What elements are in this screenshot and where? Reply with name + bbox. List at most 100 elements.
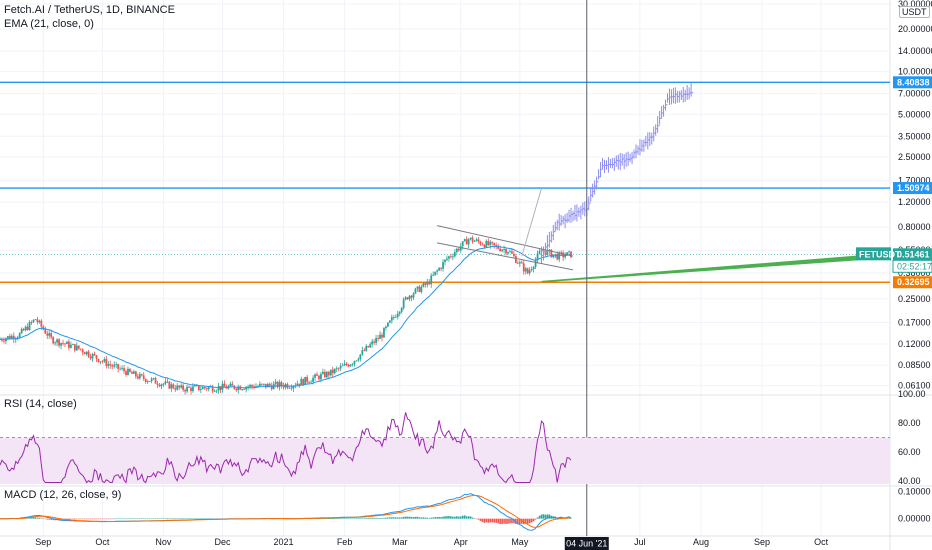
candle-body bbox=[304, 376, 307, 385]
candle-body bbox=[373, 341, 376, 343]
candle-body bbox=[89, 356, 92, 359]
candle-body bbox=[64, 343, 66, 345]
candle-body bbox=[388, 320, 391, 323]
candle-body bbox=[396, 313, 399, 318]
candle-body bbox=[197, 385, 200, 391]
candle-body bbox=[211, 386, 214, 392]
price-tick-label: 10.00000 bbox=[898, 67, 932, 77]
candle-body bbox=[379, 334, 381, 339]
macd-histogram-bar bbox=[107, 518, 110, 520]
candle-body bbox=[103, 359, 106, 362]
macd-legend[interactable]: MACD (12, 26, close, 9) bbox=[4, 489, 122, 501]
candle-body bbox=[111, 365, 114, 367]
macd-histogram-bar bbox=[513, 518, 515, 524]
ema-legend[interactable]: EMA (21, close, 0) bbox=[4, 18, 94, 30]
candle-body bbox=[176, 385, 179, 390]
macd-histogram-bar bbox=[103, 518, 106, 520]
macd-histogram-bar bbox=[420, 517, 423, 519]
candle-body bbox=[85, 351, 88, 355]
candle-body bbox=[52, 337, 55, 344]
candle-body bbox=[501, 249, 504, 252]
candle-body bbox=[186, 386, 188, 392]
countdown-label: 02:52:17 bbox=[897, 261, 932, 271]
macd-histogram-bar bbox=[396, 517, 399, 519]
macd-histogram-bar bbox=[113, 518, 116, 520]
candle-body bbox=[402, 299, 405, 309]
macd-histogram-bar bbox=[337, 518, 340, 519]
candle-body bbox=[77, 345, 80, 349]
candle-body bbox=[243, 389, 246, 391]
candle-body bbox=[538, 251, 541, 254]
candle-body bbox=[434, 271, 437, 275]
symbol-title: Fetch.AI / TetherUS, 1D, BINANCE bbox=[4, 4, 175, 16]
macd-histogram-bar bbox=[532, 518, 535, 522]
macd-histogram-bar bbox=[48, 518, 51, 520]
candle-body bbox=[412, 293, 415, 298]
macd-histogram-bar bbox=[408, 516, 411, 519]
macd-histogram-bar bbox=[178, 518, 180, 519]
candle-body bbox=[428, 281, 431, 285]
candle-body bbox=[347, 364, 350, 367]
time-tick-label: Aug bbox=[693, 537, 709, 547]
candle-body bbox=[207, 387, 210, 390]
macd-histogram-bar bbox=[117, 518, 119, 520]
macd-histogram-bar bbox=[335, 518, 338, 519]
candle-body bbox=[398, 311, 401, 314]
currency-label[interactable]: USDT bbox=[899, 6, 930, 18]
candle-body bbox=[548, 249, 551, 251]
candle-body bbox=[300, 379, 303, 386]
candle-body bbox=[568, 251, 570, 253]
candle-body bbox=[414, 288, 417, 294]
candle-body bbox=[369, 344, 372, 348]
candle-body bbox=[528, 270, 531, 274]
macd-histogram-bar bbox=[503, 518, 505, 524]
candle-body bbox=[66, 341, 68, 345]
crosshair-time-box bbox=[564, 537, 609, 550]
candle-body bbox=[363, 350, 366, 351]
macd-histogram-bar bbox=[465, 516, 468, 519]
candle-body bbox=[383, 328, 385, 338]
macd-histogram-bar bbox=[202, 518, 204, 519]
wedge-upper-line bbox=[437, 225, 574, 257]
candle-body bbox=[213, 391, 216, 393]
candle-body bbox=[335, 368, 338, 370]
rsi-legend[interactable]: RSI (14, close) bbox=[4, 398, 77, 410]
macd-histogram-bar bbox=[196, 518, 198, 519]
macd-histogram-bar bbox=[46, 518, 49, 520]
macd-histogram-bar bbox=[184, 518, 186, 520]
macd-histogram-bar bbox=[144, 518, 147, 520]
macd-histogram-bar bbox=[133, 518, 135, 519]
candle-body bbox=[260, 383, 263, 385]
macd-histogram-bar bbox=[457, 516, 460, 519]
macd-histogram-bar bbox=[79, 518, 82, 520]
candle-body bbox=[312, 377, 314, 382]
macd-histogram-bar bbox=[355, 518, 358, 519]
candle-body bbox=[355, 360, 358, 362]
price-tick-label: 1.20000 bbox=[898, 197, 931, 207]
candle-body bbox=[562, 252, 565, 258]
candle-body bbox=[329, 369, 332, 376]
macd-histogram-bar bbox=[434, 517, 436, 519]
price-tick-label: 7.00000 bbox=[898, 89, 931, 99]
ema-line bbox=[0, 245, 572, 389]
macd-histogram-bar bbox=[426, 517, 429, 519]
candle-body bbox=[38, 320, 41, 323]
candle-body bbox=[485, 240, 488, 248]
macd-histogram-bar bbox=[75, 518, 78, 520]
candle-body bbox=[182, 385, 185, 390]
macd-histogram-bar bbox=[66, 518, 68, 520]
macd-histogram-bar bbox=[140, 518, 143, 519]
macd-histogram-bar bbox=[389, 517, 391, 519]
candle-body bbox=[180, 385, 183, 388]
macd-histogram-bar bbox=[146, 518, 149, 520]
candle-body bbox=[345, 363, 348, 365]
macd-histogram-bar bbox=[570, 518, 572, 519]
candle-body bbox=[554, 253, 557, 255]
candle-body bbox=[201, 387, 204, 390]
price-tick-label: 5.00000 bbox=[898, 109, 931, 119]
candle-body bbox=[491, 241, 494, 243]
macd-histogram-bar bbox=[129, 518, 131, 520]
candle-body bbox=[446, 258, 448, 260]
candle-body bbox=[507, 252, 509, 254]
